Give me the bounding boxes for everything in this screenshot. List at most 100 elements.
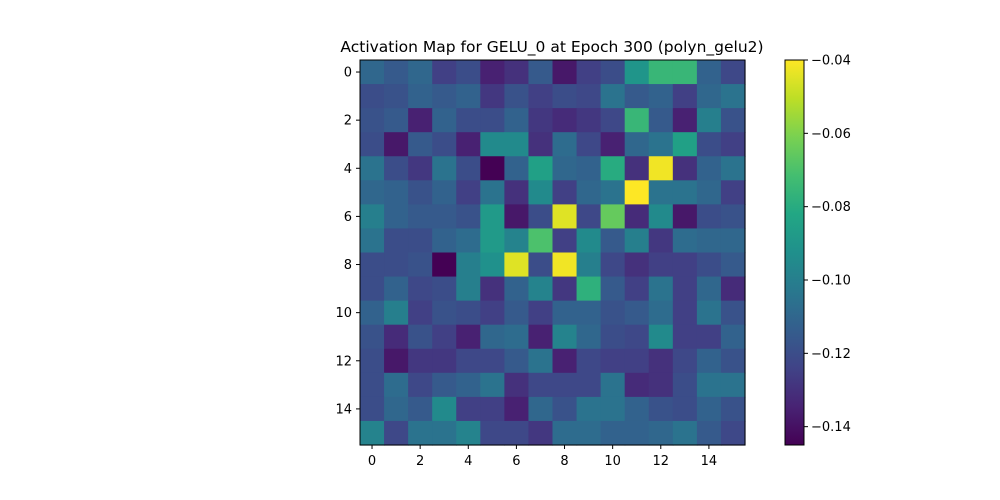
- x-tick-label: 10: [604, 454, 621, 469]
- heatmap-cell: [480, 324, 505, 350]
- heatmap-cell: [696, 324, 722, 350]
- heatmap-cell: [480, 396, 505, 422]
- heatmap-cell: [624, 348, 650, 374]
- heatmap-cell: [600, 396, 626, 422]
- y-tick-label: 4: [344, 162, 352, 177]
- heatmap-cell: [552, 252, 578, 278]
- heatmap-cell: [648, 156, 674, 181]
- heatmap-cell: [648, 324, 674, 350]
- heatmap-cell: [720, 348, 746, 374]
- plot-frame: [359, 59, 746, 446]
- heatmap-cell: [672, 84, 698, 109]
- heatmap-cell: [600, 228, 626, 254]
- heatmap-cell: [648, 252, 674, 278]
- heatmap-cell: [504, 252, 530, 278]
- heatmap-cell: [528, 156, 554, 181]
- heatmap-cell: [648, 396, 674, 422]
- heatmap-cell: [600, 132, 626, 157]
- heatmap-cell: [504, 60, 530, 85]
- heatmap-cell: [552, 204, 578, 230]
- heatmap-cell: [528, 300, 554, 326]
- heatmap-cell: [408, 252, 433, 278]
- heatmap-cell: [648, 180, 674, 205]
- heatmap-cell: [504, 372, 530, 398]
- heatmap-cell: [648, 204, 674, 230]
- y-tick-label: 0: [344, 66, 352, 81]
- heatmap-cell: [360, 324, 385, 350]
- x-tick-label: 14: [701, 454, 718, 469]
- heatmap-cell: [360, 180, 385, 205]
- heatmap-cell: [624, 252, 650, 278]
- heatmap-cell: [648, 60, 674, 85]
- heatmap-cell: [408, 228, 433, 254]
- heatmap-cell: [408, 204, 433, 230]
- heatmap-cell: [720, 84, 746, 109]
- heatmap-cell: [480, 156, 505, 181]
- heatmap-cell: [456, 84, 481, 109]
- heatmap-cell: [720, 108, 746, 133]
- heatmap-cell: [432, 108, 457, 133]
- heatmap-cell: [600, 420, 626, 446]
- heatmap-cell: [360, 396, 385, 422]
- colorbar-tick-label: −0.04: [811, 54, 851, 69]
- heatmap-cell: [456, 420, 481, 446]
- heatmap-cell: [360, 252, 385, 278]
- heatmap-cell: [648, 228, 674, 254]
- heatmap-cell: [648, 132, 674, 157]
- heatmap-cell: [504, 204, 530, 230]
- heatmap-cell: [672, 228, 698, 254]
- heatmap-cell: [408, 372, 433, 398]
- heatmap-cell: [696, 348, 722, 374]
- y-tick-label: 12: [335, 354, 352, 369]
- heatmap-cell: [360, 300, 385, 326]
- heatmap-cell: [696, 420, 722, 446]
- heatmap-cell: [432, 228, 457, 254]
- heatmap-cell: [360, 228, 385, 254]
- heatmap-cell: [432, 60, 457, 85]
- colorbar-tick-label: −0.12: [811, 347, 851, 362]
- y-axis: 0 2 4 6 8 10 12 14: [335, 66, 360, 417]
- heatmap-cell: [504, 396, 530, 422]
- heatmap-cell: [408, 60, 433, 85]
- heatmap-cell: [360, 156, 385, 181]
- heatmap-cell: [648, 348, 674, 374]
- heatmap-cell: [624, 180, 650, 205]
- heatmap-cell: [456, 300, 481, 326]
- heatmap-cell: [456, 228, 481, 254]
- colorbar-tick-label: −0.08: [811, 200, 851, 215]
- heatmap-cell: [576, 396, 602, 422]
- heatmap-cell: [480, 228, 505, 254]
- heatmap-cell: [672, 300, 698, 326]
- chart-title: Activation Map for GELU_0 at Epoch 300 (…: [340, 38, 763, 57]
- heatmap-cell: [600, 180, 626, 205]
- heatmap-cell: [576, 348, 602, 374]
- heatmap-cell: [408, 132, 433, 157]
- heatmap-cell: [696, 396, 722, 422]
- heatmap-cell: [360, 420, 385, 446]
- heatmap-cell: [528, 60, 554, 85]
- heatmap-cell: [672, 132, 698, 157]
- heatmap-cell: [504, 300, 530, 326]
- heatmap-cell: [432, 420, 457, 446]
- heatmap-cell: [624, 60, 650, 85]
- heatmap-cell: [720, 324, 746, 350]
- x-tick-label: 12: [653, 454, 670, 469]
- heatmap-cell: [528, 372, 554, 398]
- heatmap-cell: [576, 156, 602, 181]
- heatmap-cell: [360, 204, 385, 230]
- heatmap-cell: [696, 372, 722, 398]
- heatmap-cell: [480, 348, 505, 374]
- heatmap-cell: [672, 396, 698, 422]
- heatmap-cell: [600, 300, 626, 326]
- heatmap-cell: [408, 108, 433, 133]
- heatmap-cell: [648, 420, 674, 446]
- heatmap-cell: [456, 348, 481, 374]
- heatmap-cell: [672, 348, 698, 374]
- heatmap-cell: [480, 84, 505, 109]
- heatmap-cell: [456, 180, 481, 205]
- x-tick-label: 0: [368, 454, 376, 469]
- heatmap-cell: [648, 84, 674, 109]
- heatmap-cell: [576, 252, 602, 278]
- heatmap-cell: [408, 84, 433, 109]
- heatmap-cell: [600, 204, 626, 230]
